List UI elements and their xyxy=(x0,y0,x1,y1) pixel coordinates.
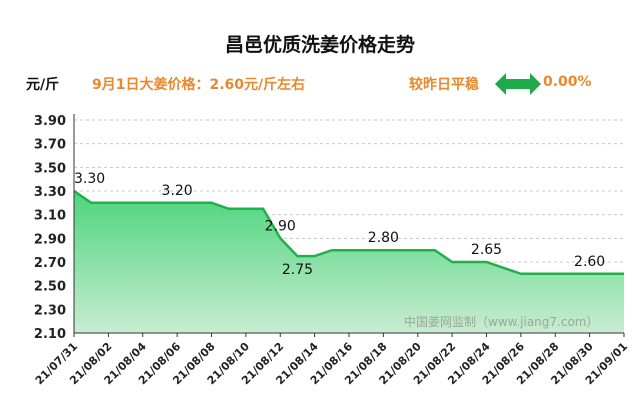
chart-title: 昌邑优质洗姜价格走势 xyxy=(224,34,415,56)
data-label: 2.80 xyxy=(368,230,399,246)
unit-label: 元/斤 xyxy=(26,77,60,93)
y-tick-label: 2.90 xyxy=(34,232,66,247)
double-arrow-icon xyxy=(495,73,541,95)
price-area xyxy=(74,191,624,333)
y-tick-label: 3.30 xyxy=(34,185,66,200)
y-tick-label: 2.10 xyxy=(34,327,66,342)
data-label: 3.20 xyxy=(162,183,193,199)
y-tick-label: 2.50 xyxy=(34,280,66,295)
compare-value: 0.00% xyxy=(543,74,592,90)
watermark: 中国姜网监制（www.jiang7.com） xyxy=(404,314,598,329)
price-line xyxy=(73,189,624,276)
y-tick-label: 3.70 xyxy=(34,138,66,153)
data-label: 3.30 xyxy=(74,171,105,187)
data-label: 2.65 xyxy=(471,242,502,258)
y-tick-label: 3.90 xyxy=(34,114,66,129)
y-tick-label: 2.70 xyxy=(34,256,66,271)
data-label: 2.75 xyxy=(282,262,313,278)
data-label: 2.60 xyxy=(574,254,605,270)
data-label: 2.90 xyxy=(265,218,296,234)
price-note: 9月1日大姜价格：2.60元/斤左右 xyxy=(92,77,306,93)
y-tick-label: 3.50 xyxy=(34,161,66,176)
y-tick-label: 3.10 xyxy=(34,209,66,224)
compare-label: 较昨日平稳 xyxy=(409,77,479,93)
y-tick-label: 2.30 xyxy=(34,303,66,318)
